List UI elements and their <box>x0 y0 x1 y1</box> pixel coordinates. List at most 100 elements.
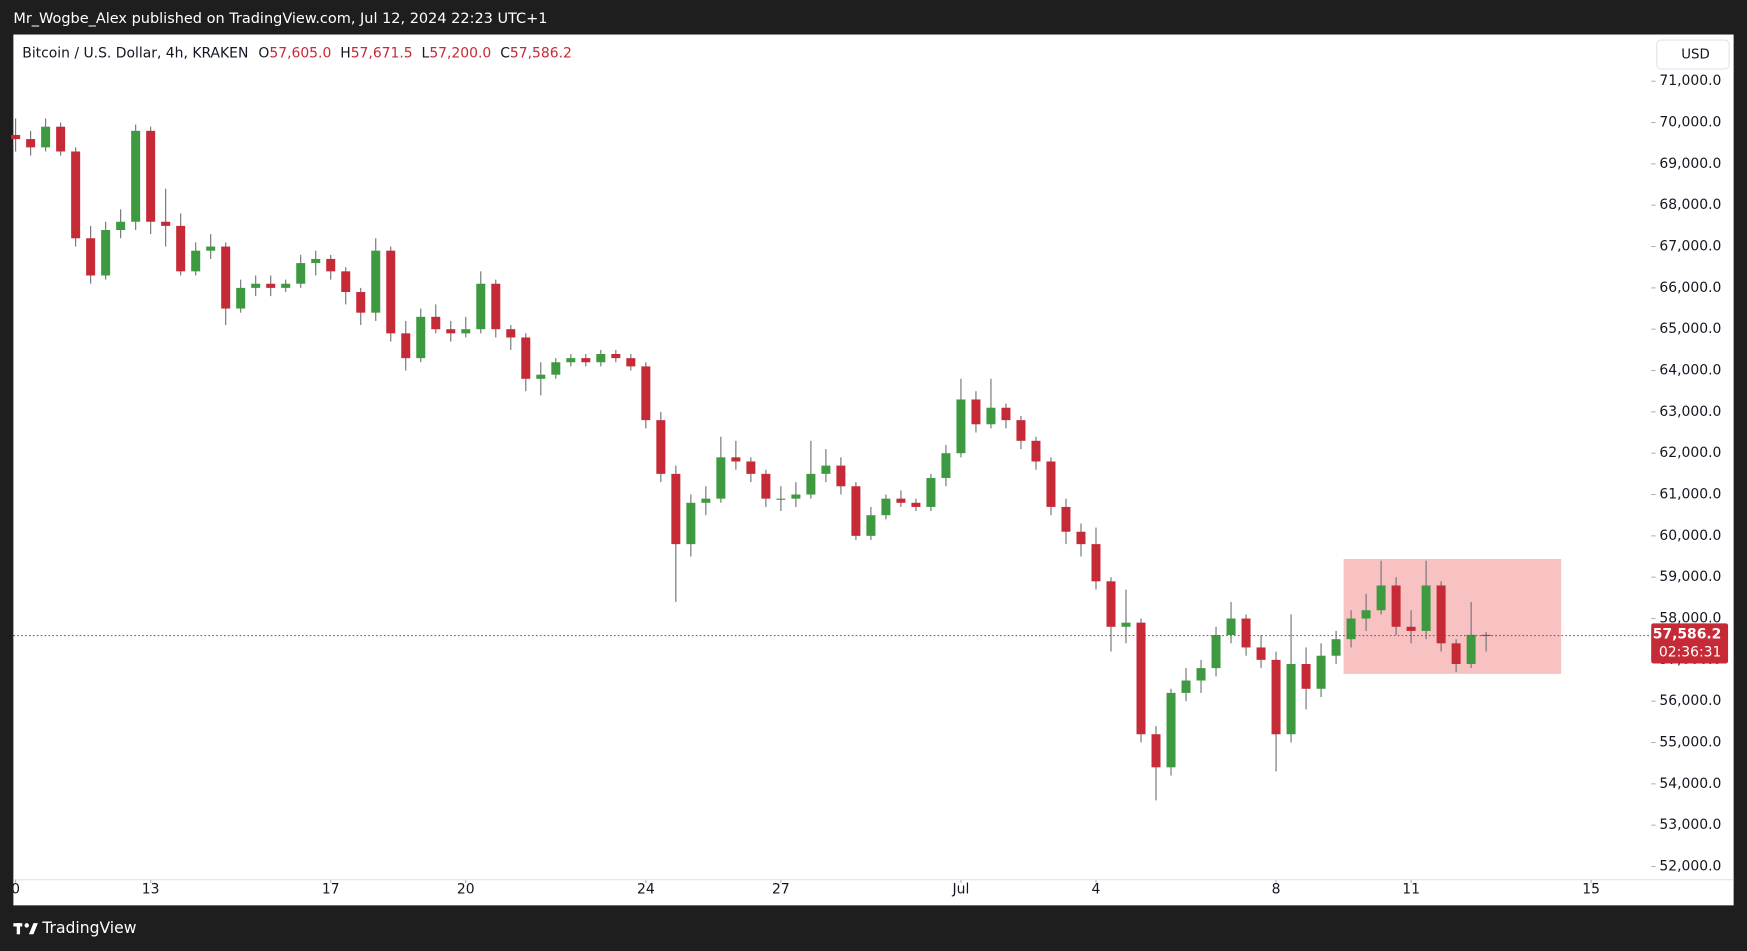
y-tick-label: 67,000.0 <box>1659 239 1721 255</box>
candle-body <box>746 461 756 474</box>
candle-body <box>116 221 126 231</box>
candle-body <box>86 238 96 276</box>
candle-body <box>1181 680 1191 693</box>
candle-body <box>1241 618 1251 648</box>
candle-body <box>296 263 306 284</box>
candle-body <box>1451 643 1461 664</box>
candle-body <box>131 130 141 222</box>
y-tick-label: 64,000.0 <box>1659 363 1721 379</box>
legend-value: 57,605.0 <box>269 45 331 61</box>
candle-body <box>626 358 636 367</box>
candle-body <box>1121 622 1131 627</box>
currency-button[interactable] <box>1656 39 1730 70</box>
candle-body <box>1136 622 1146 735</box>
y-tick-label: 65,000.0 <box>1659 321 1721 337</box>
y-tick-label: 58,000.0 <box>1659 611 1721 627</box>
candle-body <box>791 494 801 499</box>
candle-body <box>1316 655 1326 689</box>
candle-body <box>941 453 951 478</box>
x-tick-label: 0 <box>11 882 20 898</box>
candle-body <box>1466 634 1476 664</box>
candle-body <box>956 399 966 454</box>
candle-body <box>776 498 786 500</box>
candle-body <box>176 225 186 272</box>
candle-body <box>71 151 81 239</box>
y-tick-label: 54,000.0 <box>1659 776 1721 792</box>
candle-body <box>386 250 396 334</box>
candle-body <box>221 246 231 309</box>
candle-body <box>896 498 906 503</box>
x-tick-label: 8 <box>1272 882 1281 898</box>
y-tick-label: 52,000.0 <box>1659 859 1721 875</box>
candle-body <box>1331 639 1341 656</box>
candle-body <box>821 465 831 474</box>
chart-panel <box>13 34 1734 906</box>
candle-body <box>761 473 771 499</box>
y-tick-label: 68,000.0 <box>1659 197 1721 213</box>
candle-body <box>971 399 981 425</box>
y-tick-label: 70,000.0 <box>1659 115 1721 131</box>
candle-body <box>1481 634 1491 636</box>
candle-body <box>1211 635 1221 669</box>
candle-body <box>416 316 426 359</box>
candle-body <box>581 358 591 363</box>
candle-body <box>1421 585 1431 631</box>
countdown-label: 02:36:31 <box>1659 644 1721 660</box>
x-tick-label: 4 <box>1092 882 1101 898</box>
legend-value: 57,586.2 <box>510 45 572 61</box>
y-tick-label: 55,000.0 <box>1659 735 1721 751</box>
y-tick-label: 66,000.0 <box>1659 280 1721 296</box>
candle-body <box>146 130 156 222</box>
candle-body <box>1406 626 1416 631</box>
legend-key: L <box>422 45 430 61</box>
candle-body <box>431 316 441 330</box>
legend-key: C <box>500 45 510 61</box>
candle-body <box>1391 585 1401 627</box>
candle-body <box>611 354 621 359</box>
candle-body <box>401 333 411 359</box>
y-tick-label: 53,000.0 <box>1659 817 1721 833</box>
legend-title: Bitcoin / U.S. Dollar, 4h, KRAKEN <box>22 45 248 61</box>
legend-key: H <box>340 45 350 61</box>
candle-body <box>281 283 291 288</box>
candle-body <box>686 502 696 545</box>
candle-body <box>266 283 276 288</box>
candle-body <box>206 246 216 251</box>
candle-body <box>716 457 726 499</box>
candle-body <box>1376 585 1386 611</box>
last-price-box <box>1651 623 1729 664</box>
y-tick-label: 59,000.0 <box>1659 569 1721 585</box>
candle-body <box>1256 647 1266 660</box>
candle-body <box>161 221 171 226</box>
candle-body <box>551 362 561 375</box>
candle-body <box>491 283 501 330</box>
candle-body <box>671 473 681 545</box>
tradingview-logo <box>13 923 38 935</box>
legend-value: 57,200.0 <box>429 45 491 61</box>
candle-body <box>1061 506 1071 532</box>
candle-body <box>1091 544 1101 582</box>
x-tick-label: 17 <box>322 882 340 898</box>
candle-body <box>356 292 366 313</box>
candle-body <box>566 358 576 363</box>
y-tick-label: 63,000.0 <box>1659 404 1721 420</box>
candle-body <box>656 420 666 474</box>
candle-body <box>371 250 381 313</box>
legend-value: 57,671.5 <box>351 45 413 61</box>
y-tick-label: 56,000.0 <box>1659 693 1721 709</box>
candle-body <box>101 230 111 276</box>
candle-body <box>1016 420 1026 441</box>
x-tick-label: 15 <box>1582 882 1600 898</box>
candle-body <box>461 329 471 334</box>
y-tick-label: 61,000.0 <box>1659 487 1721 503</box>
candle-body <box>56 126 66 152</box>
candle-body <box>851 486 861 536</box>
candle-body <box>446 329 456 334</box>
candle-body <box>1106 581 1116 627</box>
candle-body <box>1076 531 1086 545</box>
candle-body <box>1301 663 1311 689</box>
x-tick-label: Jul <box>952 882 970 898</box>
y-tick-label: 60,000.0 <box>1659 528 1721 544</box>
candle-body <box>236 287 246 309</box>
candle-body <box>1226 618 1236 636</box>
